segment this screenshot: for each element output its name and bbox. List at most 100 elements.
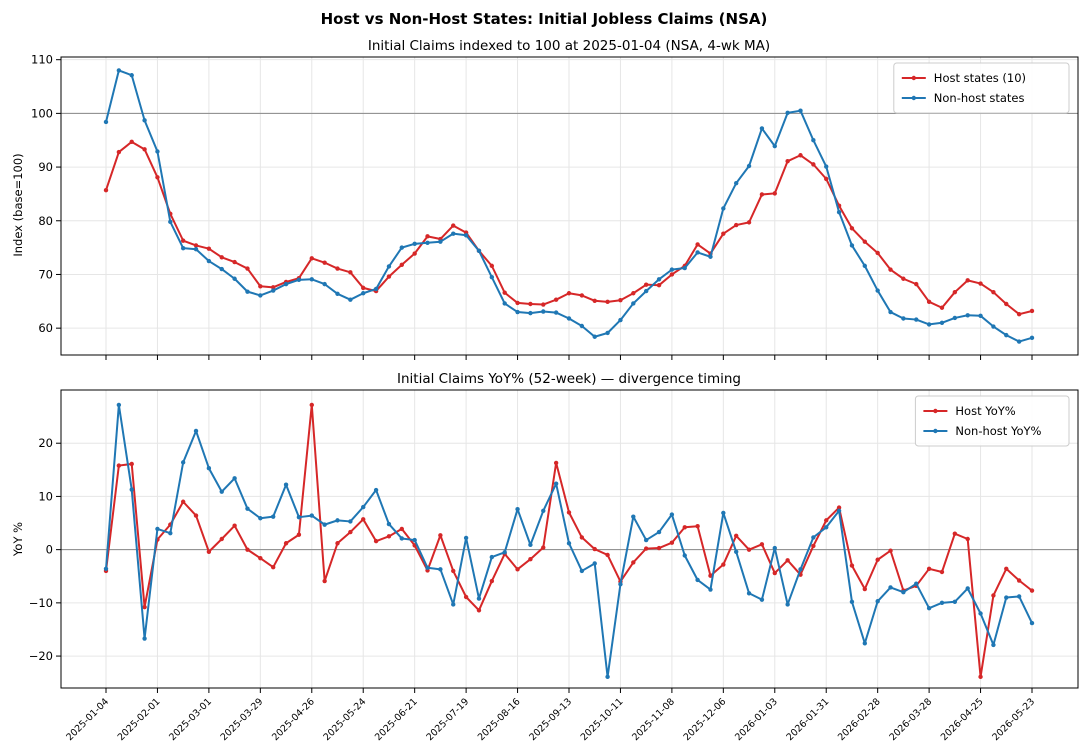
- yoy-series-host-point: [695, 524, 700, 529]
- index-series-nonhost-point: [103, 119, 109, 125]
- yoy-series-nonhost-point: [168, 530, 173, 536]
- index-series-host-point: [901, 276, 906, 281]
- index-series-nonhost-point: [978, 313, 983, 319]
- yoy-series-host-point: [1029, 588, 1035, 593]
- yoy-series-host-point: [296, 532, 302, 537]
- yoy-series-nonhost-point: [656, 529, 662, 535]
- index-series-host-point: [875, 250, 880, 256]
- yoy-series-nonhost-point: [579, 568, 585, 574]
- index-series-nonhost-point: [142, 118, 147, 123]
- index-ytick-label: 80: [38, 214, 53, 228]
- yoy-series-nonhost-point: [836, 508, 842, 513]
- index-series-host-point: [1004, 301, 1009, 307]
- yoy-series-host-point: [335, 541, 340, 546]
- index-series-host-point: [939, 305, 945, 310]
- yoy-series-nonhost-point: [373, 487, 379, 493]
- xtick-label: 2025-10-11: [579, 696, 626, 743]
- yoy-series-nonhost-point: [155, 526, 160, 532]
- yoy-series-nonhost-point: [103, 566, 109, 571]
- index-series-nonhost-point: [862, 263, 868, 269]
- index-ytick-label: 90: [38, 160, 53, 174]
- index-series-nonhost-point: [772, 143, 777, 149]
- index-series-host-point: [733, 222, 739, 228]
- yoy-series-nonhost-point: [412, 537, 417, 543]
- yoy-series-host-point: [232, 523, 237, 528]
- yoy-series-nonhost-point: [476, 596, 482, 601]
- yoy-series-nonhost-point: [180, 460, 186, 465]
- yoy-series-nonhost-point: [193, 428, 199, 434]
- index-series-host-point: [386, 274, 392, 279]
- yoy-series-host-point: [811, 543, 816, 549]
- index-series-host-point: [849, 226, 855, 231]
- yoy-series-nonhost-point: [553, 481, 559, 486]
- yoy-series-nonhost-point: [888, 585, 893, 590]
- yoy-series-nonhost-point: [451, 602, 456, 607]
- index-series-host-point: [322, 260, 327, 265]
- yoy-series-nonhost-point: [695, 577, 700, 583]
- yoy-series-host-point: [888, 548, 893, 553]
- yoy-ytick-label: −10: [29, 596, 53, 610]
- index-series-host-point: [451, 223, 456, 228]
- yoy-series-nonhost-point: [1004, 595, 1009, 600]
- index-series-host-point: [528, 301, 533, 307]
- xtick-label: 2026-05-23: [990, 696, 1037, 743]
- yoy-series-nonhost-point: [283, 482, 289, 487]
- index-series-nonhost-point: [721, 206, 726, 211]
- index-series-nonhost-point: [335, 291, 340, 296]
- xtick-label: 2026-02-28: [836, 696, 883, 743]
- yoy-series-nonhost-point: [502, 550, 507, 555]
- yoy-series-host-point: [541, 545, 546, 550]
- yoy-series-nonhost-point: [875, 599, 880, 604]
- yoy-series-host-point: [746, 547, 752, 552]
- index-series-nonhost-point: [579, 323, 585, 329]
- yoy-series-nonhost-point: [438, 567, 443, 572]
- yoy-series-nonhost-point: [270, 514, 276, 519]
- index-series-nonhost-point: [258, 293, 263, 298]
- index-ytick-label: 110: [31, 53, 53, 67]
- index-series-host-point: [502, 290, 507, 295]
- yoy-series-nonhost-point: [309, 513, 314, 518]
- index-series-host-point: [335, 266, 340, 271]
- xtick-label: 2026-04-25: [939, 696, 986, 743]
- index-series-host-point: [245, 266, 250, 271]
- index-series-nonhost-point: [361, 291, 366, 296]
- xtick-label: 2025-01-04: [64, 696, 111, 743]
- yoy-series-nonhost-point: [811, 535, 816, 540]
- index-series-host-point: [412, 251, 417, 256]
- yoy-chart: Initial Claims YoY% (52-week) — divergen…: [11, 371, 1079, 743]
- yoy-series-host-point: [708, 573, 713, 578]
- yoy-series-nonhost-point: [116, 402, 122, 408]
- index-legend-label: Non-host states: [934, 91, 1025, 105]
- index-series-host-point: [219, 255, 224, 260]
- yoy-series-nonhost-point: [926, 605, 932, 611]
- index-series-nonhost-point: [811, 138, 816, 143]
- index-series-host-point: [129, 139, 134, 145]
- index-ytick-label: 60: [38, 321, 53, 335]
- index-series-nonhost-point: [1004, 332, 1009, 338]
- yoy-series-host-point: [643, 546, 649, 551]
- index-series-nonhost-point: [270, 288, 276, 293]
- yoy-chart-frame: [60, 389, 1079, 689]
- yoy-series-host-point: [926, 566, 932, 571]
- yoy-series-nonhost-point: [258, 516, 263, 521]
- yoy-series-nonhost-point: [991, 642, 996, 648]
- index-series-host-point: [656, 282, 662, 288]
- index-series-host-point: [541, 302, 546, 307]
- yoy-series-host-point: [476, 608, 482, 613]
- index-series-host-point: [592, 298, 597, 303]
- yoy-series-nonhost-point: [759, 597, 765, 602]
- yoy-series-nonhost-point: [631, 514, 636, 519]
- yoy-series-host-point: [875, 557, 880, 562]
- yoy-series-host-point: [361, 517, 366, 522]
- yoy-series-host-point: [939, 569, 945, 575]
- yoy-series-nonhost-point: [129, 487, 134, 492]
- index-series-host-point: [888, 267, 893, 272]
- yoy-series-host-point: [836, 505, 842, 510]
- index-series-nonhost-point: [914, 317, 919, 322]
- yoy-series-host-point: [849, 563, 855, 568]
- yoy-series-host-point: [656, 545, 662, 551]
- xtick-label: 2025-03-01: [167, 696, 214, 743]
- yoy-series-host-point: [322, 578, 327, 584]
- yoy-series-host-point: [682, 525, 687, 530]
- yoy-series-nonhost-point: [721, 510, 726, 516]
